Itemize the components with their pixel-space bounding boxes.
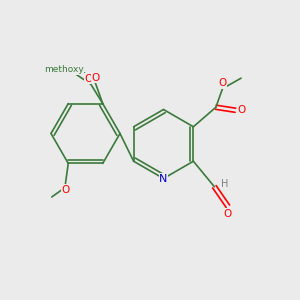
Text: O: O [84, 74, 92, 84]
Text: O: O [224, 209, 232, 219]
Text: O: O [91, 73, 99, 83]
Text: H: H [221, 179, 229, 189]
Text: O: O [61, 185, 69, 195]
Text: O: O [218, 78, 226, 88]
Text: methoxy: methoxy [44, 65, 84, 74]
Text: O: O [238, 105, 246, 115]
Text: N: N [159, 173, 168, 184]
